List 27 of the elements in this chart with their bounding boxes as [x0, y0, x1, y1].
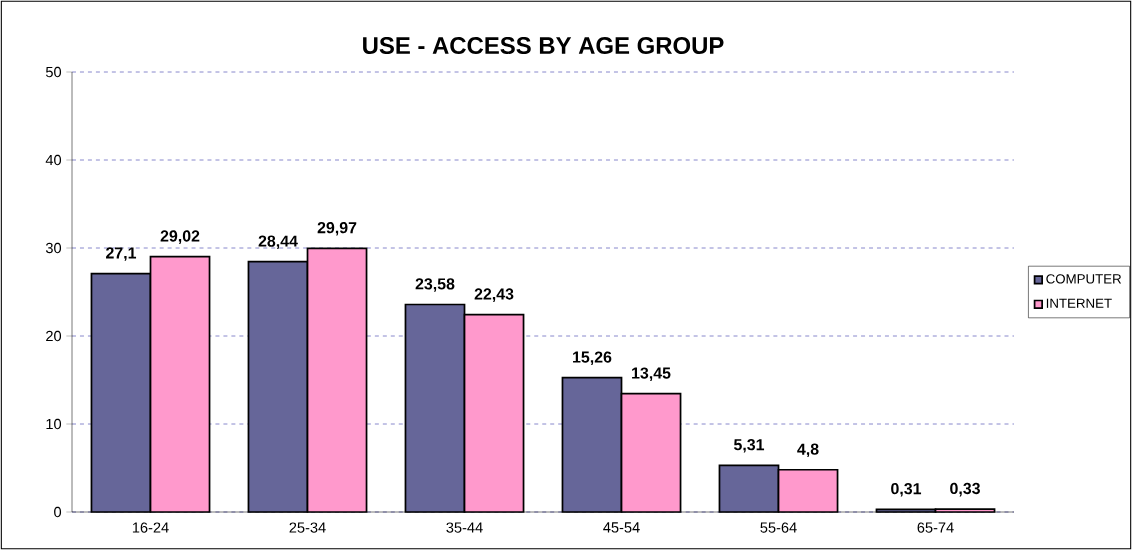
- data-label: 13,45: [632, 367, 671, 381]
- x-tick-label: 16-24: [132, 522, 169, 533]
- data-label: 23,58: [415, 278, 455, 292]
- y-tick-label: 40: [45, 154, 62, 166]
- x-tick-label: 45-54: [603, 522, 640, 533]
- y-tick-label: 50: [45, 66, 62, 78]
- data-label: 27,1: [106, 247, 137, 261]
- y-tick-label: 0: [54, 506, 62, 518]
- legend-label: INTERNET: [1046, 298, 1112, 308]
- data-label: 29,97: [317, 222, 357, 236]
- chart-title: USE - ACCESS BY AGE GROUP: [363, 37, 724, 55]
- data-label: 29,02: [160, 230, 200, 244]
- data-label: 15,26: [573, 351, 612, 366]
- x-tick-label: 55-64: [760, 522, 797, 533]
- data-label: 28,44: [258, 235, 298, 250]
- data-label: 22,43: [474, 288, 514, 302]
- x-tick-label: 25-34: [289, 522, 326, 533]
- x-tick-label: 35-44: [446, 522, 483, 533]
- x-tick-label: 65-74: [917, 522, 954, 533]
- data-label: 0,31: [891, 483, 922, 497]
- data-label: 4,8: [797, 443, 819, 458]
- y-tick-label: 30: [45, 242, 62, 254]
- y-tick-label: 10: [46, 418, 62, 430]
- y-tick-label: 20: [46, 330, 62, 342]
- data-label: 0,33: [950, 482, 980, 497]
- data-label: 5,31: [733, 439, 765, 453]
- legend-label: COMPUTER: [1046, 274, 1122, 284]
